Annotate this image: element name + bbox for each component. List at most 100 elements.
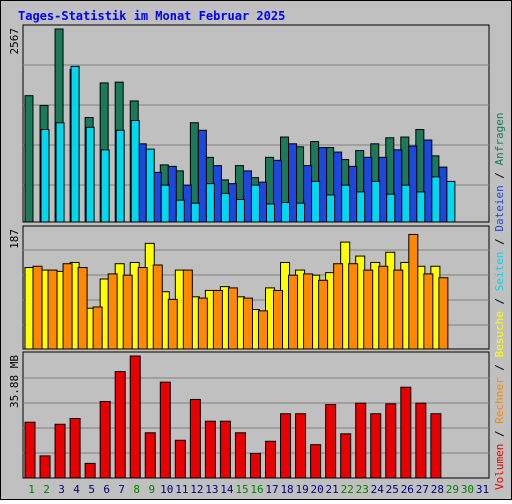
y-max-label: 35.88 MB (8, 355, 21, 408)
bar-rechner-day-5 (92, 306, 103, 350)
y-max-label: 2567 (8, 28, 21, 55)
bar-volumen-day-5 (84, 462, 96, 479)
day-label-31: 31 (476, 483, 489, 496)
bar-dateien-day-18 (288, 143, 298, 223)
bar-rechner-day-12 (197, 297, 208, 350)
bar-rechner-day-14 (227, 287, 238, 350)
day-label-13: 13 (205, 483, 218, 496)
bar-seiten-day-21 (341, 184, 351, 223)
day-label-19: 19 (295, 483, 308, 496)
bar-volumen-day-3 (54, 423, 66, 479)
day-label-17: 17 (265, 483, 278, 496)
bar-volumen-day-20 (310, 444, 322, 479)
bar-volumen-day-22 (340, 433, 352, 479)
bar-dateien-day-12 (197, 129, 207, 223)
day-label-11: 11 (175, 483, 188, 496)
bar-volumen-day-26 (400, 386, 412, 479)
day-label-3: 3 (58, 483, 65, 496)
bar-volumen-day-7 (114, 371, 126, 479)
bar-rechner-day-9 (152, 264, 163, 350)
bar-rechner-day-18 (288, 274, 299, 350)
bar-seiten-day-13 (220, 192, 230, 223)
panel-2: 187 (8, 225, 490, 350)
bar-volumen-day-15 (234, 432, 246, 479)
bar-seiten-day-26 (416, 191, 426, 223)
bar-volumen-day-27 (415, 402, 427, 479)
bar-rechner-day-13 (212, 289, 223, 350)
day-label-24: 24 (371, 483, 385, 496)
bar-rechner-day-7 (122, 274, 133, 350)
bar-dateien-day-17 (273, 159, 283, 223)
bar-volumen-day-13 (204, 420, 216, 479)
day-label-25: 25 (386, 483, 399, 496)
bar-volumen-day-21 (325, 404, 337, 479)
bar-volumen-day-18 (280, 413, 292, 479)
bar-rechner-day-26 (408, 233, 419, 350)
day-label-26: 26 (401, 483, 414, 496)
bar-anfragen-day-1 (24, 95, 34, 223)
legend-item-rechner: Rechner (493, 377, 506, 424)
bar-rechner-day-4 (77, 267, 88, 350)
bar-seiten-day-22 (356, 191, 366, 223)
legend-separator: / (493, 232, 506, 252)
bar-seiten-day-23 (371, 180, 381, 223)
bar-seiten-day-19 (311, 180, 321, 223)
day-label-10: 10 (160, 483, 173, 496)
day-label-20: 20 (311, 483, 324, 496)
bar-rechner-day-20 (318, 279, 329, 350)
bar-seiten-day-4 (85, 126, 95, 223)
day-label-8: 8 (133, 483, 140, 496)
bar-seiten-day-1 (40, 129, 50, 223)
bar-volumen-day-14 (219, 420, 231, 479)
bar-seiten-day-20 (326, 194, 336, 223)
bar-rechner-day-6 (107, 273, 118, 350)
bar-volumen-day-2 (39, 455, 51, 479)
bar-volumen-day-8 (129, 355, 141, 479)
panel-1: 2567 (8, 24, 490, 223)
chart-title: Tages-Statistik im Monat Februar 2025 (18, 9, 285, 23)
bar-rechner-day-23 (363, 269, 374, 350)
bar-seiten-day-25 (401, 184, 411, 223)
day-label-2: 2 (43, 483, 50, 496)
bar-seiten-day-14 (235, 198, 245, 223)
bar-rechner-day-19 (303, 273, 314, 350)
bar-volumen-day-6 (99, 400, 111, 479)
bar-seiten-day-28 (446, 180, 456, 223)
x-axis-labels: 1 2 3 4 5 6 7 8 9 10 11 12 13 14 15 16 17 18 19 20 21 22 23 24 2… (28, 483, 489, 496)
bar-seiten-day-9 (160, 184, 170, 223)
legend-separator: / (493, 291, 506, 311)
bar-seiten-day-10 (175, 199, 185, 223)
bar-rechner-day-28 (438, 277, 449, 350)
legend-item-volumen: Volumen (493, 444, 506, 490)
bar-rechner-day-3 (62, 263, 73, 350)
legend-item-seiten: Seiten (493, 252, 506, 292)
bar-rechner-day-24 (378, 265, 389, 350)
legend-separator: / (493, 424, 506, 444)
bar-volumen-day-23 (355, 402, 367, 479)
bar-rechner-day-21 (333, 263, 344, 350)
bar-seiten-day-17 (281, 201, 291, 223)
bar-volumen-day-9 (144, 432, 156, 479)
day-label-21: 21 (326, 483, 339, 496)
bar-seiten-day-8 (145, 148, 155, 223)
day-label-30: 30 (461, 483, 474, 496)
day-label-23: 23 (356, 483, 369, 496)
bar-seiten-day-18 (296, 202, 306, 223)
bar-rechner-day-11 (182, 269, 193, 350)
bar-volumen-day-11 (174, 439, 186, 479)
day-label-27: 27 (416, 483, 429, 496)
bar-volumen-day-17 (265, 440, 277, 479)
bar-seiten-day-24 (386, 193, 396, 223)
bar-volumen-day-25 (385, 403, 397, 479)
bar-volumen-day-24 (370, 413, 382, 479)
bar-rechner-day-2 (47, 269, 58, 350)
bar-seiten-day-2 (55, 122, 65, 223)
bar-volumen-day-12 (189, 398, 201, 479)
day-label-16: 16 (250, 483, 263, 496)
day-label-9: 9 (148, 483, 155, 496)
bar-seiten-day-12 (205, 183, 215, 223)
bar-rechner-day-27 (423, 273, 434, 350)
legend-item-anfragen: Anfragen (493, 112, 506, 165)
legend-text: Volumen / Rechner / Besuche / Seiten / D… (493, 112, 506, 490)
